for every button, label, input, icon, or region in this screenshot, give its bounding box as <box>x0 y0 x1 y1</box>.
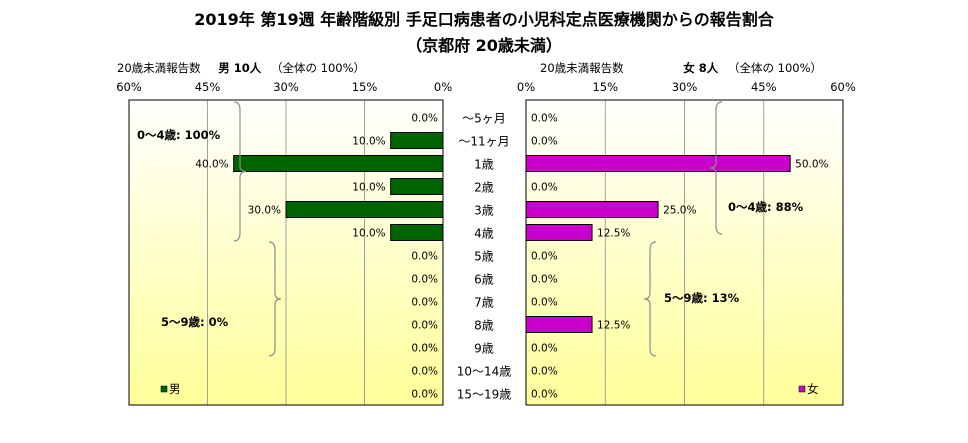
left-legend-swatch <box>160 385 168 393</box>
right-tick-label: 45% <box>751 80 777 94</box>
category-label: 5歳 <box>474 250 494 264</box>
left-bar <box>233 155 444 172</box>
right-bracket-0-4 <box>709 101 723 235</box>
category-label: ～11ヶ月 <box>458 135 509 149</box>
category-label: 2歳 <box>474 181 494 195</box>
right-data-label: 0.0% <box>531 136 558 148</box>
left-bracket-5-9 <box>268 241 282 357</box>
left-legend-label: 男 <box>169 382 181 396</box>
left-bar <box>390 178 444 195</box>
right-tick-label: 30% <box>672 80 698 94</box>
left-data-label: 10.0% <box>352 136 385 148</box>
left-data-label: 0.0% <box>411 343 438 355</box>
female-total: （全体の 100%） <box>727 61 823 75</box>
right-legend-label: 女 <box>807 382 819 396</box>
male-count: 男 10人 <box>218 61 262 75</box>
right-data-label: 50.0% <box>795 159 828 171</box>
category-label: 4歳 <box>474 227 494 241</box>
left-data-label: 10.0% <box>352 182 385 194</box>
left-data-label: 0.0% <box>411 297 438 309</box>
left-data-label: 0.0% <box>411 251 438 263</box>
left-annotation-0-4: 0～4歳: 100% <box>137 128 221 142</box>
left-annotation-5-9: 5～9歳: 0% <box>161 315 229 329</box>
right-annotation-0-4: 0～4歳: 88% <box>728 200 804 214</box>
left-data-label: 10.0% <box>352 228 385 240</box>
category-label: 10～14歳 <box>457 365 512 379</box>
left-tick-label: 60% <box>116 80 142 94</box>
right-annotation-5-9: 5～9歳: 13% <box>664 291 740 305</box>
left-data-label: 0.0% <box>411 274 438 286</box>
right-data-label: 0.0% <box>531 297 558 309</box>
right-bar <box>525 224 593 241</box>
category-label: 8歳 <box>474 319 494 333</box>
left-tick-label: 15% <box>352 80 378 94</box>
right-data-label: 25.0% <box>663 205 696 217</box>
male-total: （全体の 100%） <box>270 61 366 75</box>
category-label: 15～19歳 <box>457 388 512 402</box>
right-data-label: 12.5% <box>597 228 630 240</box>
left-data-label: 0.0% <box>411 366 438 378</box>
category-label: 6歳 <box>474 273 494 287</box>
left-bar <box>390 224 444 241</box>
category-label: 9歳 <box>474 342 494 356</box>
right-bracket-5-9 <box>643 241 657 357</box>
right-data-label: 0.0% <box>531 182 558 194</box>
right-tick-label: 60% <box>830 80 856 94</box>
left-data-label: 40.0% <box>195 159 228 171</box>
left-data-label: 0.0% <box>411 389 438 401</box>
left-data-label: 30.0% <box>248 205 281 217</box>
right-bar <box>525 155 791 172</box>
right-bar <box>525 316 593 333</box>
female-count: 女 8人 <box>683 61 719 75</box>
right-bar <box>525 201 659 218</box>
right-data-label: 0.0% <box>531 389 558 401</box>
right-data-label: 0.0% <box>531 113 558 125</box>
left-plot-border <box>128 99 444 406</box>
category-label: 7歳 <box>474 296 494 310</box>
right-data-label: 0.0% <box>531 343 558 355</box>
right-data-label: 12.5% <box>597 320 630 332</box>
left-data-label: 0.0% <box>411 320 438 332</box>
left-header-prefix: 20歳未満報告数 <box>117 61 201 75</box>
category-label: 1歳 <box>474 158 494 172</box>
left-tick-label: 30% <box>273 80 299 94</box>
right-tick-label: 0% <box>517 80 535 94</box>
right-header-prefix: 20歳未満報告数 <box>540 61 624 75</box>
right-count-header: 20歳未満報告数 女 8人 （全体の 100%） <box>540 60 822 76</box>
right-plot-border <box>525 99 844 406</box>
right-legend-swatch <box>798 385 806 393</box>
left-tick-label: 45% <box>195 80 221 94</box>
chart-title: 2019年 第19週 年齢階級別 手足口病患者の小児科定点医療機関からの報告割合 <box>194 10 774 29</box>
left-data-label: 0.0% <box>411 113 438 125</box>
category-label: ～5ヶ月 <box>462 112 506 126</box>
right-data-label: 0.0% <box>531 366 558 378</box>
left-count-header: 20歳未満報告数 男 10人 （全体の 100%） <box>117 60 365 76</box>
right-data-label: 0.0% <box>531 274 558 286</box>
left-bar <box>285 201 444 218</box>
category-label: 3歳 <box>474 204 494 218</box>
left-tick-label: 0% <box>434 80 452 94</box>
left-bar <box>390 132 444 149</box>
right-data-label: 0.0% <box>531 251 558 263</box>
right-tick-label: 15% <box>592 80 618 94</box>
left-bracket-0-4 <box>233 101 247 242</box>
chart-subtitle: （京都府 20歳未満） <box>406 36 562 55</box>
